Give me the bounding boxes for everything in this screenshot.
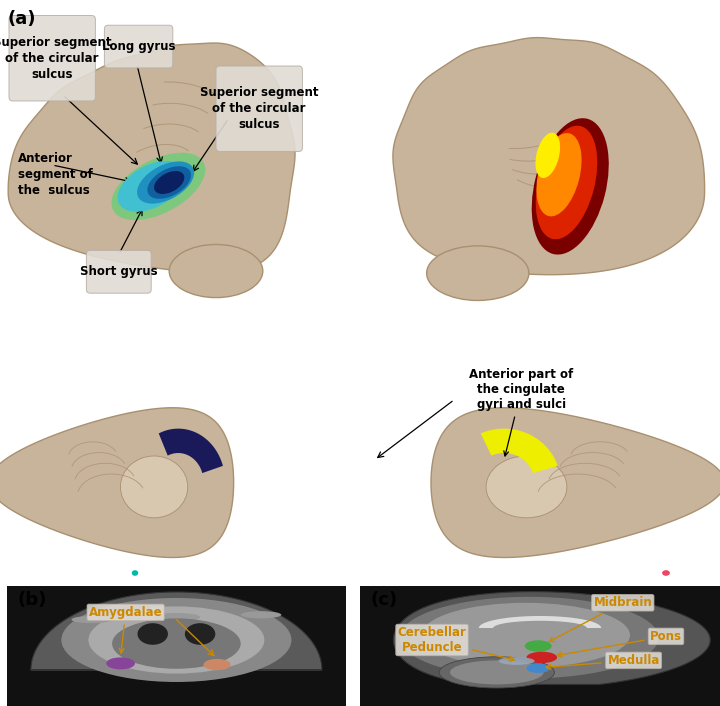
FancyBboxPatch shape [9,16,95,101]
Polygon shape [479,616,601,628]
Ellipse shape [662,570,670,576]
Text: Pons: Pons [557,630,682,657]
Polygon shape [158,429,223,473]
FancyBboxPatch shape [104,25,173,68]
Ellipse shape [153,613,200,621]
Ellipse shape [531,118,609,255]
Ellipse shape [439,657,554,688]
Ellipse shape [138,623,168,645]
Text: Superior segment
of the circular
sulcus: Superior segment of the circular sulcus [0,36,112,80]
Ellipse shape [400,597,659,678]
Polygon shape [0,408,233,558]
Text: Anterior
segment of
the  sulcus: Anterior segment of the sulcus [18,152,93,197]
Ellipse shape [526,652,557,663]
Text: Superior segment
of the circular
sulcus: Superior segment of the circular sulcus [200,86,318,131]
Ellipse shape [427,246,529,301]
Text: Cerebellar
Peduncle: Cerebellar Peduncle [397,626,514,661]
Polygon shape [393,592,710,684]
Ellipse shape [526,664,550,673]
FancyBboxPatch shape [86,251,151,293]
Text: Short gyrus: Short gyrus [80,265,158,278]
Ellipse shape [89,606,264,674]
Ellipse shape [137,162,194,203]
Ellipse shape [486,456,567,517]
Text: (a): (a) [7,10,36,28]
Ellipse shape [112,152,205,220]
Polygon shape [393,37,705,275]
Ellipse shape [117,161,185,212]
Ellipse shape [154,171,184,194]
Ellipse shape [525,640,552,652]
Ellipse shape [185,623,215,645]
FancyBboxPatch shape [216,66,302,152]
Text: (b): (b) [17,591,47,609]
Ellipse shape [132,570,138,576]
Ellipse shape [120,456,188,517]
Ellipse shape [536,133,560,178]
Polygon shape [31,592,322,670]
Ellipse shape [71,616,112,623]
Ellipse shape [148,166,191,199]
Ellipse shape [169,244,263,298]
Ellipse shape [498,657,534,665]
Ellipse shape [536,133,582,216]
Text: (c): (c) [371,591,398,609]
Polygon shape [431,408,720,558]
Ellipse shape [106,657,135,669]
Ellipse shape [240,611,282,618]
Text: Long gyrus: Long gyrus [102,40,176,53]
Text: Midbrain: Midbrain [549,597,652,642]
Ellipse shape [112,618,240,669]
Ellipse shape [421,603,630,668]
Ellipse shape [536,126,598,239]
Text: Medulla: Medulla [546,654,660,669]
Text: Anterior part of
the cingulate
gyri and sulci: Anterior part of the cingulate gyri and … [469,369,573,456]
Polygon shape [8,43,295,273]
Polygon shape [481,429,558,473]
Ellipse shape [61,598,292,682]
Ellipse shape [204,659,230,670]
Text: Amygdalae: Amygdalae [89,606,163,653]
Ellipse shape [450,660,544,684]
